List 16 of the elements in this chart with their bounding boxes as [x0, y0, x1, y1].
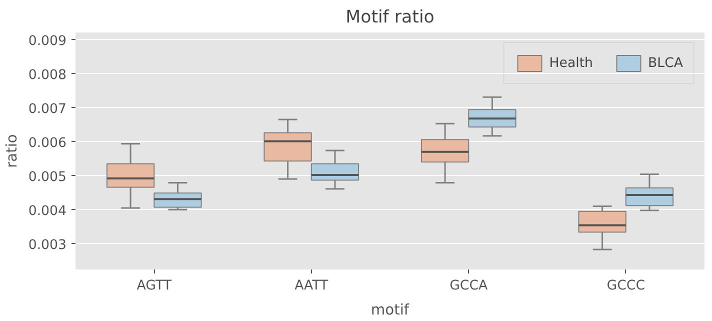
x-tick-label: GCCA	[450, 278, 488, 294]
y-tick-label: 0.003	[28, 238, 66, 253]
legend-label: BLCA	[648, 56, 683, 70]
y-axis-title: ratio	[3, 134, 20, 168]
y-tick-label: 0.006	[28, 136, 66, 151]
x-axis-title: motif	[370, 302, 410, 318]
legend-label: Health	[549, 56, 593, 70]
x-tick-label: AATT	[294, 278, 330, 294]
x-tick-label: GCCC	[606, 278, 645, 294]
y-tick-label: 0.008	[28, 68, 66, 83]
x-tick-label: AGTT	[136, 278, 172, 294]
y-tick-label: 0.009	[28, 34, 66, 49]
y-tick-label: 0.007	[28, 102, 66, 117]
chart-title: Motif ratio	[346, 8, 434, 28]
y-tick-label: 0.004	[28, 204, 66, 219]
y-tick-label: 0.005	[28, 170, 66, 185]
